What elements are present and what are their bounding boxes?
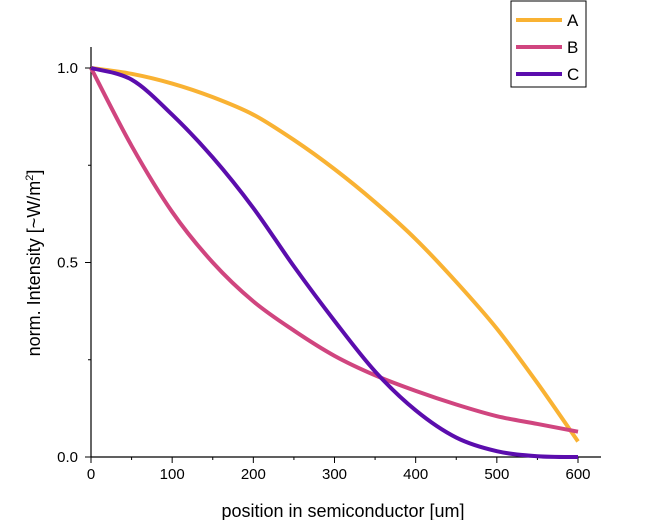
x-tick-label: 500	[484, 466, 509, 483]
series-lines	[89, 66, 580, 459]
axes	[90, 47, 601, 458]
legend-label-b: B	[567, 38, 578, 57]
legend-label-c: C	[567, 65, 579, 84]
x-tick-label: 100	[160, 466, 185, 483]
legend-label-a: A	[567, 11, 579, 30]
series-line-a	[90, 66, 580, 443]
x-tick-label: 600	[565, 466, 590, 483]
y-tick-label: 0.5	[57, 255, 78, 272]
x-axis-title: position in semiconductor [um]	[221, 501, 464, 520]
series-line-c	[90, 66, 579, 459]
y-axis-title-suffix: ]	[24, 170, 44, 175]
legend: ABC	[510, 0, 587, 88]
y-axis-title-superscript: 2	[24, 175, 36, 181]
x-tick-label: 0	[87, 466, 95, 483]
x-tick-label: 200	[241, 466, 266, 483]
x-tick-label: 300	[322, 466, 347, 483]
y-tick-label: 0.0	[57, 449, 78, 466]
y-axis-title: norm. Intensity [~W/m2]	[24, 170, 44, 357]
x-tick-label: 400	[403, 466, 428, 483]
series-line-b	[89, 67, 579, 434]
y-axis-ticks: 0.0 0.5 1.0	[57, 60, 91, 466]
y-axis-title-main: norm. Intensity [~W/m	[24, 181, 44, 357]
x-axis-ticks: 0 100 200 300 400 500 600	[87, 457, 591, 483]
y-tick-label: 1.0	[57, 60, 78, 77]
